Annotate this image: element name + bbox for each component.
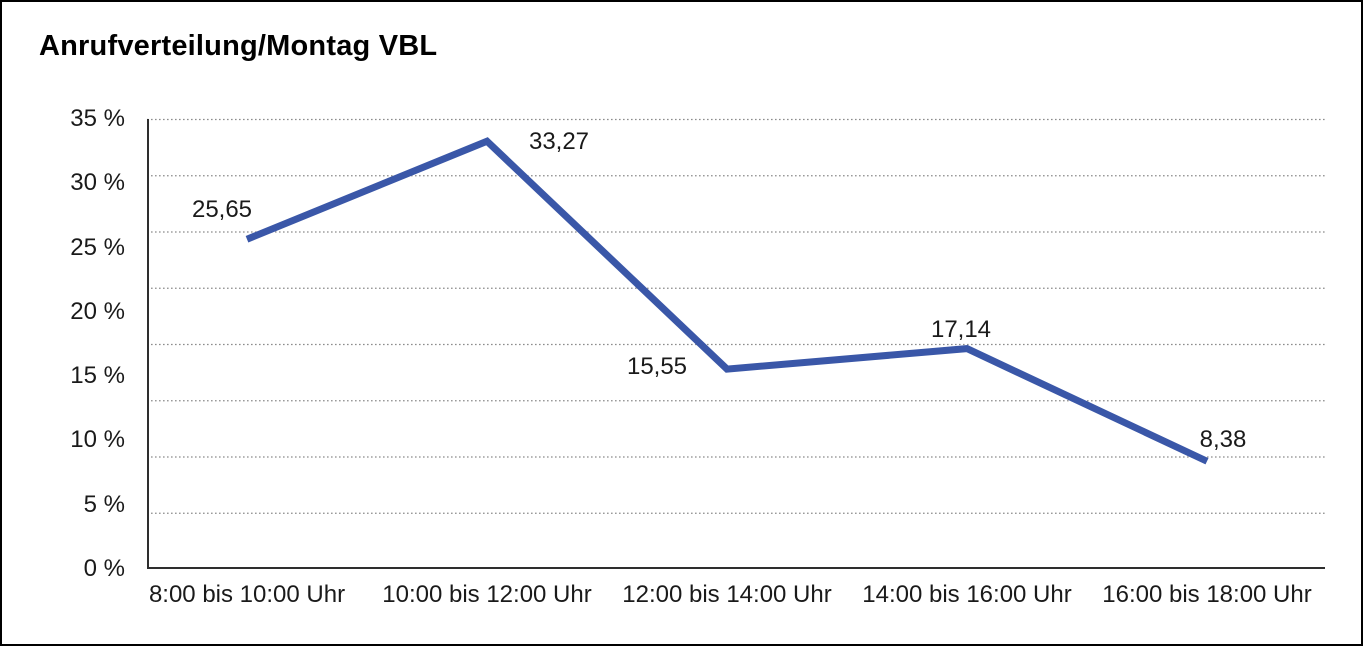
y-tick-label: 30 % <box>70 169 125 197</box>
data-label: 8,38 <box>1199 426 1247 453</box>
data-label: 25,65 <box>191 196 253 223</box>
y-tick-label: 15 % <box>70 362 125 390</box>
y-tick-label: 20 % <box>70 297 125 325</box>
y-tick-label: 25 % <box>70 233 125 261</box>
y-tick-label: 5 % <box>83 490 125 518</box>
x-tick-label: 8:00 bis 10:00 Uhr <box>148 581 346 608</box>
y-tick-label: 10 % <box>70 426 125 454</box>
data-label: 17,14 <box>930 316 992 343</box>
x-tick-label: 14:00 bis 16:00 Uhr <box>862 581 1072 608</box>
x-tick-label: 10:00 bis 12:00 Uhr <box>382 581 592 608</box>
plot-area <box>147 118 1325 569</box>
x-tick-label: 12:00 bis 14:00 Uhr <box>622 581 832 608</box>
series-line <box>245 137 1209 465</box>
plot-svg <box>147 118 1325 569</box>
y-tick-label: 35 % <box>70 105 125 132</box>
chart-title: Anrufverteilung/Montag VBL <box>39 30 438 62</box>
data-label: 33,27 <box>528 128 590 155</box>
data-label: 15,55 <box>626 353 688 380</box>
y-tick-label: 0 % <box>83 555 125 582</box>
x-tick-label: 16:00 bis 18:00 Uhr <box>1102 581 1312 608</box>
